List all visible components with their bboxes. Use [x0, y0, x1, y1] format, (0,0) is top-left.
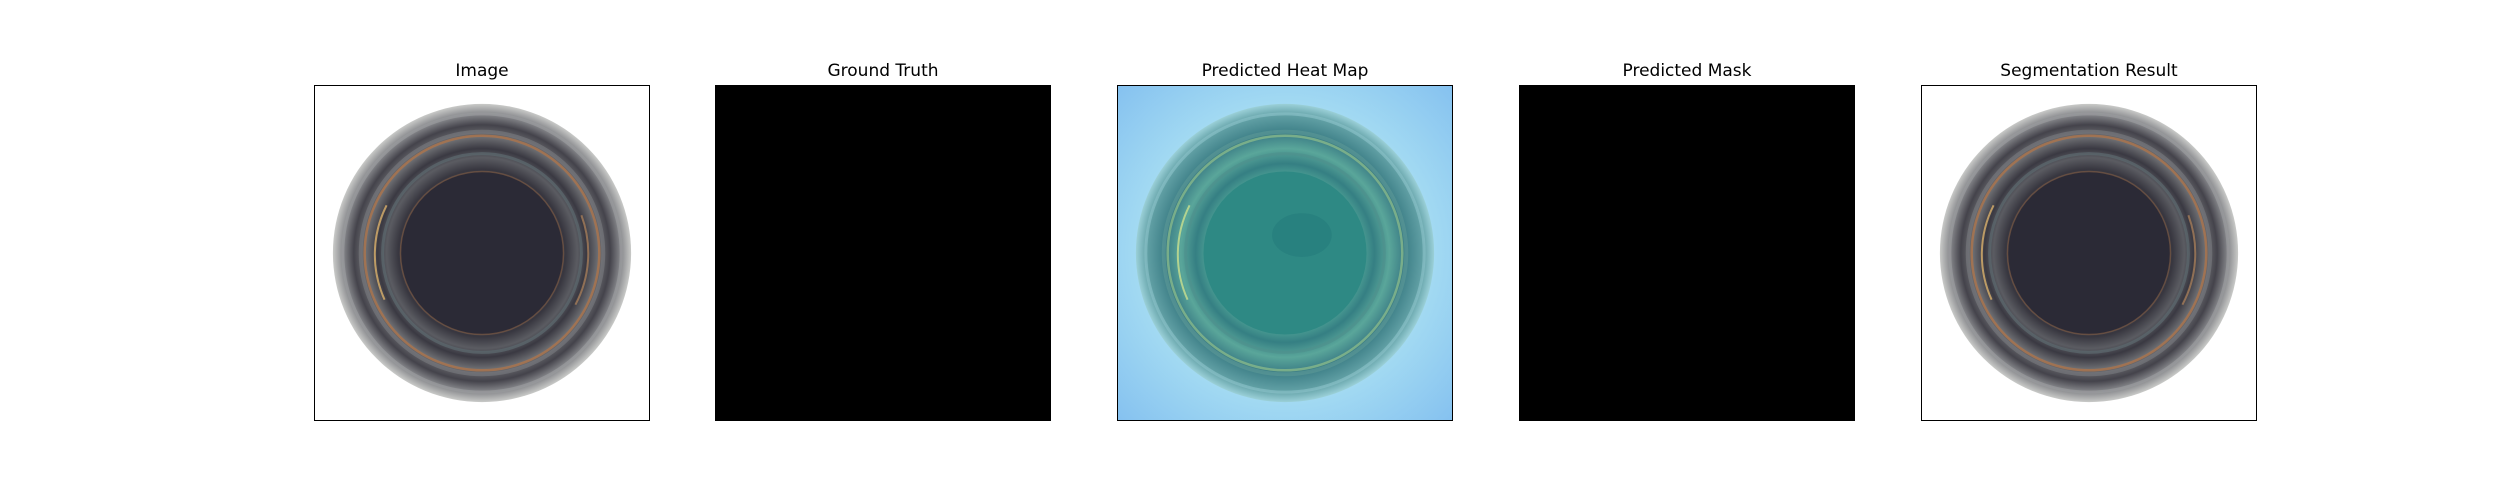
- segmentation-result-panel: [1921, 85, 2257, 421]
- panel-title-segmentation-result: Segmentation Result: [2000, 61, 2178, 81]
- bottle-bottom-photo: [315, 86, 649, 420]
- ground-truth-mask: [716, 86, 1050, 420]
- ground-truth-panel: [715, 85, 1051, 421]
- panel-title-image: Image: [455, 61, 509, 81]
- panel-title-heat-map: Predicted Heat Map: [1201, 61, 1369, 81]
- image-panel: [314, 85, 650, 421]
- panel-title-predicted-mask: Predicted Mask: [1622, 61, 1752, 81]
- heatmap-overlay: [1118, 86, 1452, 420]
- predicted-mask: [1520, 86, 1854, 420]
- heat-map-panel: [1117, 85, 1453, 421]
- predicted-mask-panel: [1519, 85, 1855, 421]
- panel-title-ground-truth: Ground Truth: [827, 61, 939, 81]
- segmentation-result-photo: [1922, 86, 2256, 420]
